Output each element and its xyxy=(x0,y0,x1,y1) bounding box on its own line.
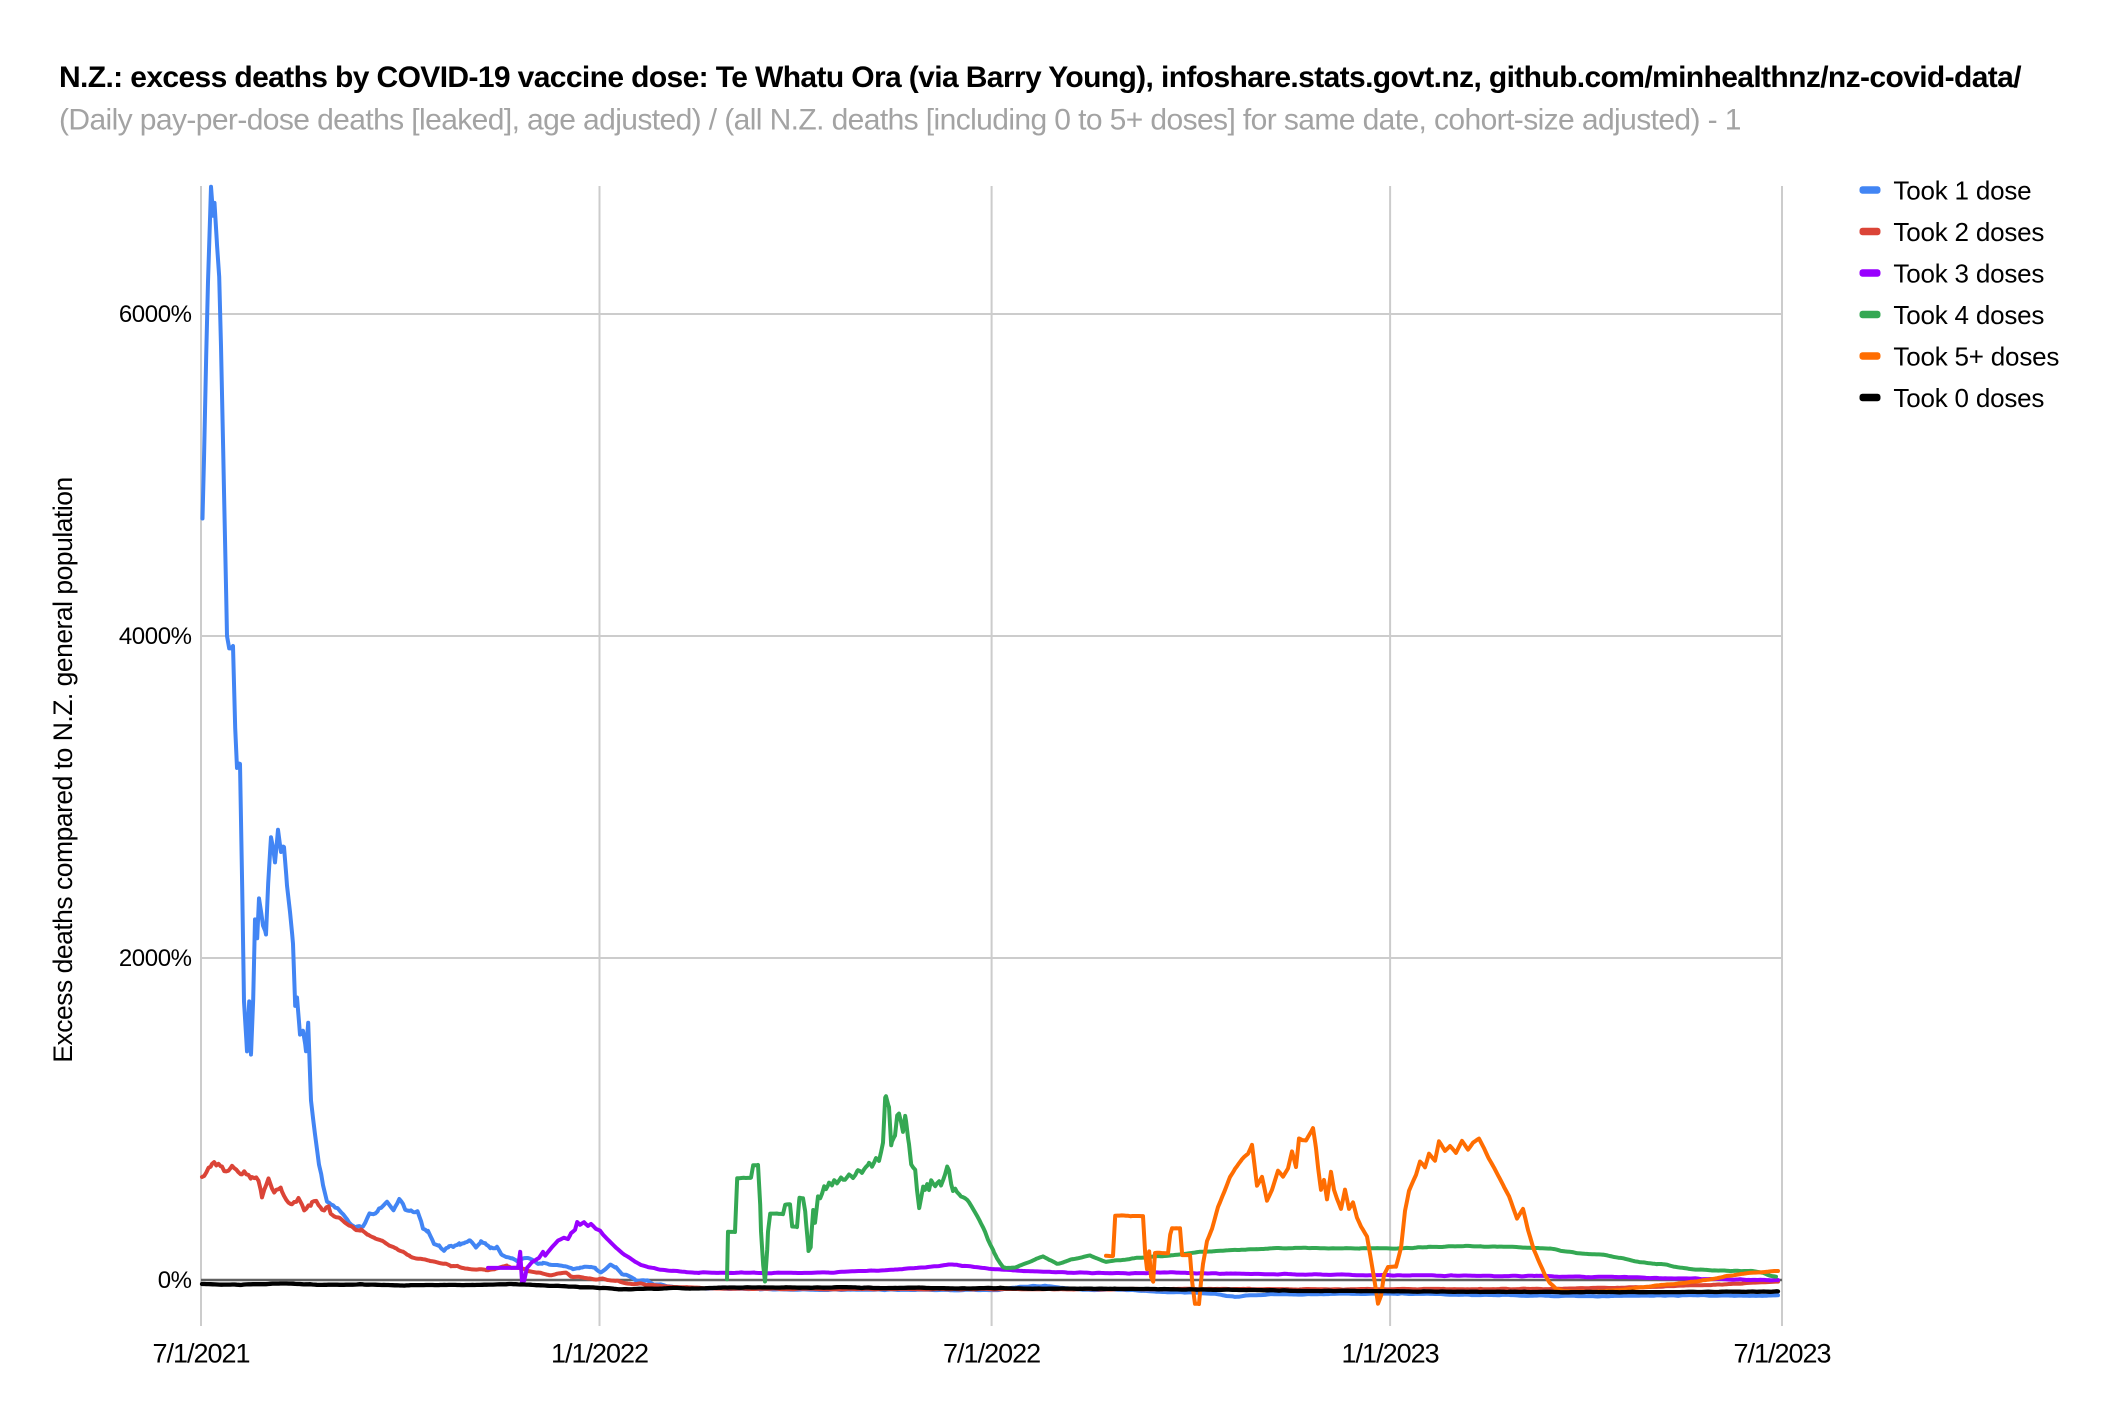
svg-text:Took 5+ doses: Took 5+ doses xyxy=(1893,341,2059,371)
svg-text:1/1/2023: 1/1/2023 xyxy=(1342,1339,1439,1369)
svg-text:Took 4 doses: Took 4 doses xyxy=(1893,300,2044,330)
svg-text:N.Z.: excess deaths by COVID-1: N.Z.: excess deaths by COVID-19 vaccine … xyxy=(59,61,2022,94)
svg-text:6000%: 6000% xyxy=(119,301,192,328)
svg-text:7/1/2021: 7/1/2021 xyxy=(152,1339,249,1369)
svg-text:7/1/2022: 7/1/2022 xyxy=(943,1339,1040,1369)
svg-text:0%: 0% xyxy=(158,1267,192,1294)
svg-text:Took 0 doses: Took 0 doses xyxy=(1893,383,2044,413)
svg-text:Took 1 dose: Took 1 dose xyxy=(1893,175,2031,205)
svg-text:(Daily pay-per-dose deaths [le: (Daily pay-per-dose deaths [leaked], age… xyxy=(59,104,1741,137)
svg-text:7/1/2023: 7/1/2023 xyxy=(1733,1339,1830,1369)
svg-text:Excess deaths compared to N.Z.: Excess deaths compared to N.Z. general p… xyxy=(48,477,78,1062)
svg-text:Took 3 doses: Took 3 doses xyxy=(1893,258,2044,288)
svg-text:Took 2 doses: Took 2 doses xyxy=(1893,217,2044,247)
svg-text:4000%: 4000% xyxy=(119,623,192,650)
svg-text:2000%: 2000% xyxy=(119,945,192,972)
svg-text:1/1/2022: 1/1/2022 xyxy=(551,1339,648,1369)
